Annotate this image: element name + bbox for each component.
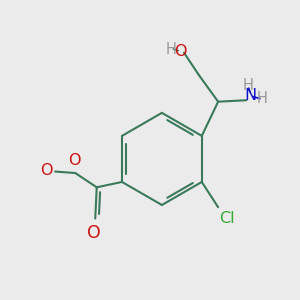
Text: H: H <box>242 78 253 93</box>
Text: O: O <box>87 224 101 242</box>
Text: O: O <box>174 44 187 59</box>
Text: H: H <box>166 42 177 57</box>
Text: H: H <box>257 91 268 106</box>
Text: O: O <box>40 164 53 178</box>
Text: N: N <box>245 88 257 103</box>
Text: O: O <box>68 153 81 168</box>
Text: Cl: Cl <box>220 211 235 226</box>
